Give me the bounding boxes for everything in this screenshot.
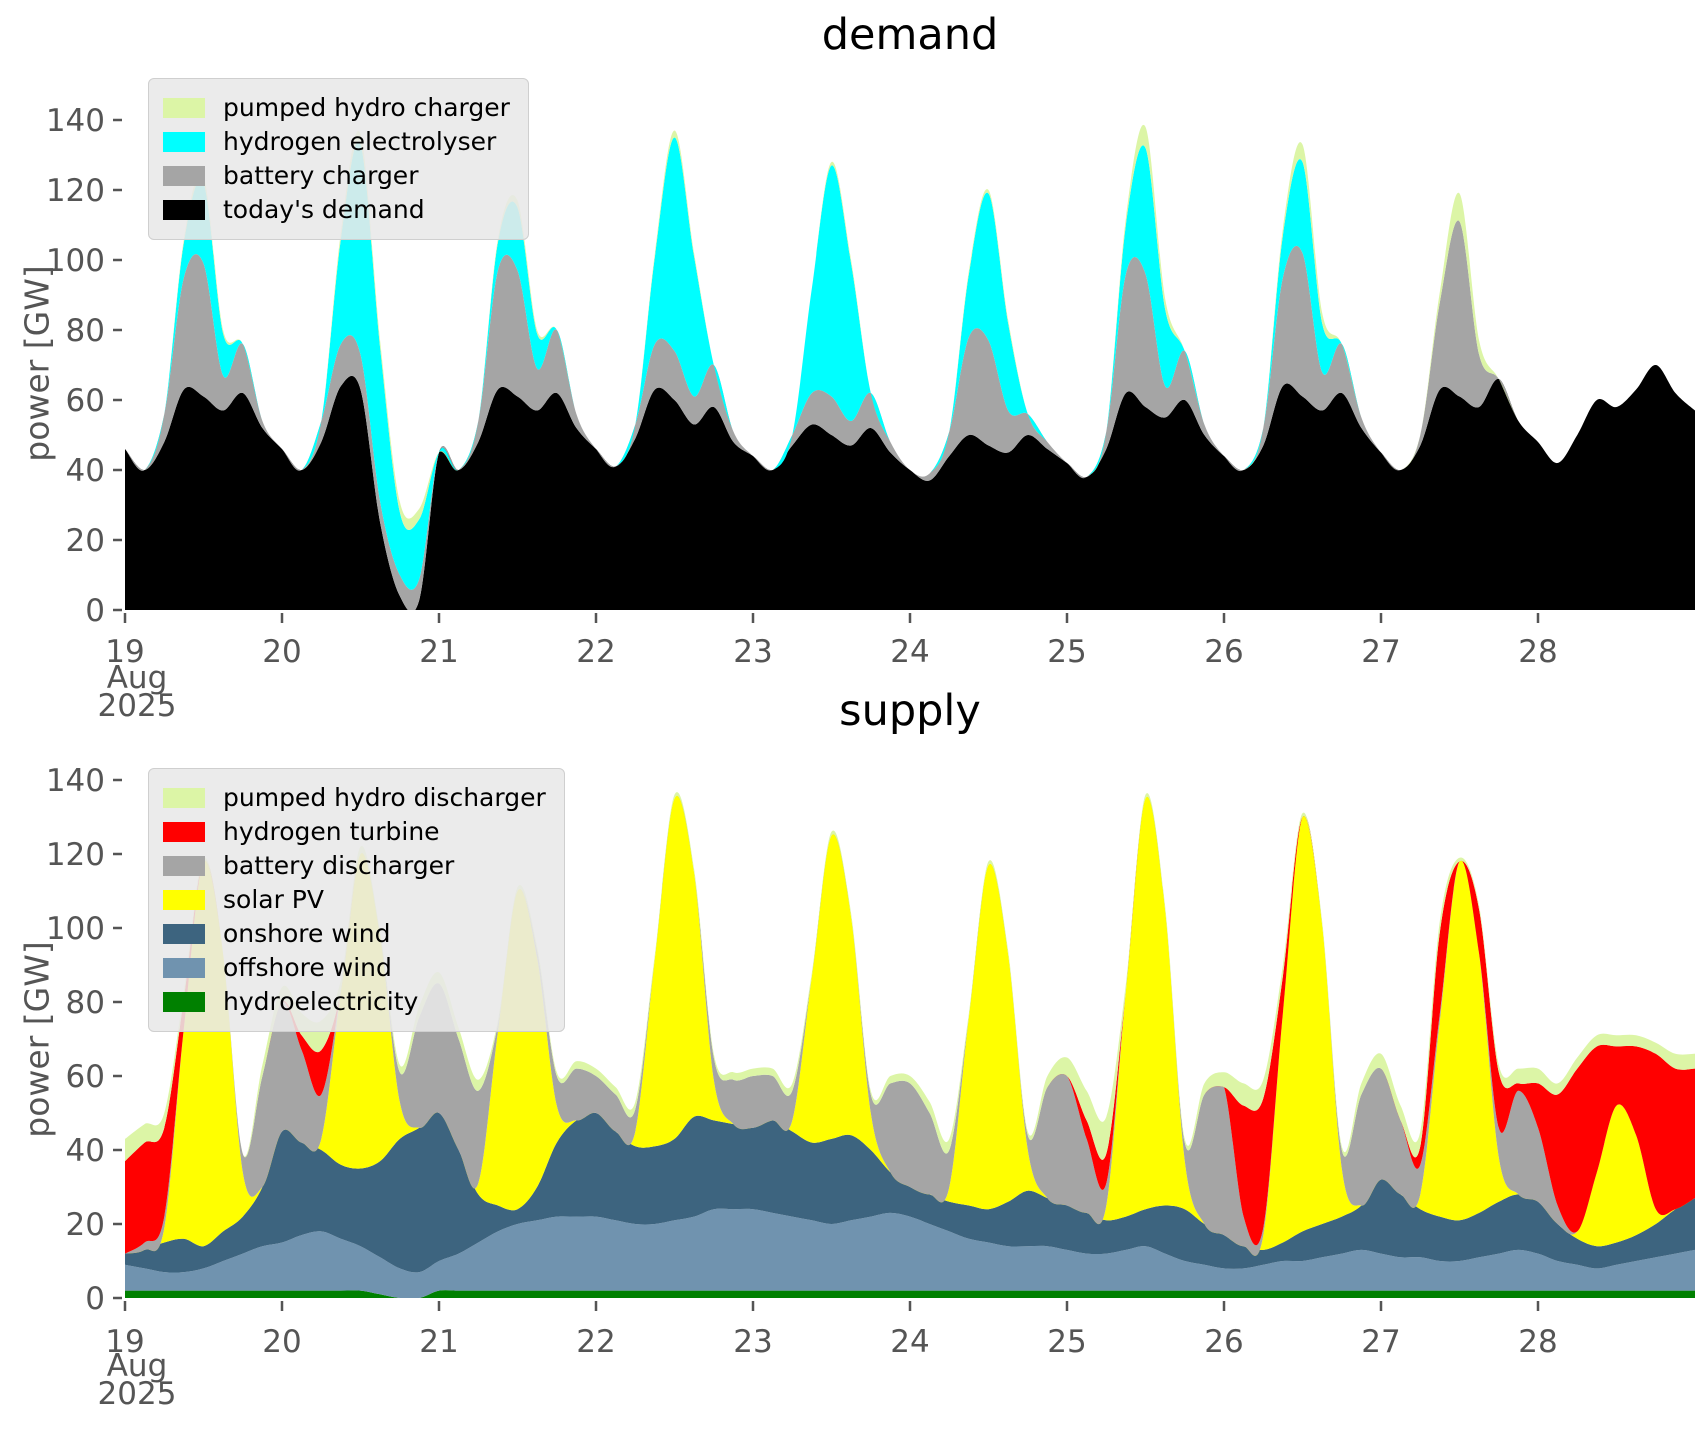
legend-label: hydrogen electrolyser xyxy=(223,125,496,159)
legend-swatch xyxy=(163,788,205,808)
y-tick-label: 120 xyxy=(46,173,105,209)
x-tick-label: 25 xyxy=(1047,1324,1086,1360)
y-tick-label: 20 xyxy=(66,1207,105,1243)
legend-swatch xyxy=(163,166,205,186)
legend-item: hydrogen electrolyser xyxy=(163,125,510,159)
y-tick-label: 60 xyxy=(66,383,105,419)
y-tick-label: 0 xyxy=(85,1281,105,1317)
legend-label: solar PV xyxy=(223,883,324,917)
demand-y-axis-label: power [GW] xyxy=(18,214,57,514)
y-tick-label: 140 xyxy=(46,103,105,139)
x-tick-label: 26 xyxy=(1204,1324,1243,1360)
x-tick-label: 28 xyxy=(1518,634,1557,670)
legend-label: pumped hydro charger xyxy=(223,91,510,125)
x-tick-label: 27 xyxy=(1361,1324,1400,1360)
demand-area-todays-demand xyxy=(125,365,1695,612)
legend-item: solar PV xyxy=(163,883,546,917)
legend-label: onshore wind xyxy=(223,917,390,951)
x-tick-label: 22 xyxy=(576,1324,615,1360)
y-tick-label: 80 xyxy=(66,985,105,1021)
y-tick-label: 40 xyxy=(66,1133,105,1169)
x-tick-label: 23 xyxy=(733,634,772,670)
x-tick-label: 24 xyxy=(890,634,929,670)
legend-item: hydroelectricity xyxy=(163,985,546,1019)
figure: 19202122232425262728Aug20250204060801001… xyxy=(0,0,1706,1431)
legend-item: hydrogen turbine xyxy=(163,815,546,849)
demand-chart-title: demand xyxy=(125,10,1695,60)
legend-label: battery charger xyxy=(223,159,418,193)
x-tick-label: 20 xyxy=(262,634,301,670)
supply-chart-title: supply xyxy=(125,686,1695,736)
x-tick-label: 22 xyxy=(576,634,615,670)
legend-item: onshore wind xyxy=(163,917,546,951)
legend-swatch xyxy=(163,992,205,1012)
x-tick-label: 25 xyxy=(1047,634,1086,670)
legend-label: hydrogen turbine xyxy=(223,815,440,849)
legend-label: today's demand xyxy=(223,193,425,227)
x-tick-label: 27 xyxy=(1361,634,1400,670)
demand-legend: pumped hydro chargerhydrogen electrolyse… xyxy=(148,78,529,240)
x-tick-label: 21 xyxy=(419,1324,458,1360)
supply-legend: pumped hydro dischargerhydrogen turbineb… xyxy=(148,768,565,1032)
legend-label: pumped hydro discharger xyxy=(223,781,546,815)
legend-swatch xyxy=(163,890,205,910)
legend-label: offshore wind xyxy=(223,951,392,985)
legend-item: today's demand xyxy=(163,193,510,227)
legend-swatch xyxy=(163,822,205,842)
supply-y-axis-label: power [GW] xyxy=(18,890,57,1190)
y-tick-label: 140 xyxy=(46,763,105,799)
legend-swatch xyxy=(163,132,205,152)
legend-swatch xyxy=(163,924,205,944)
legend-item: offshore wind xyxy=(163,951,546,985)
x-tick-label: 24 xyxy=(890,1324,929,1360)
y-tick-label: 20 xyxy=(66,523,105,559)
legend-item: battery discharger xyxy=(163,849,546,883)
legend-item: battery charger xyxy=(163,159,510,193)
legend-label: battery discharger xyxy=(223,849,454,883)
supply-area-hydroelectricity xyxy=(125,1290,1695,1299)
legend-swatch xyxy=(163,200,205,220)
legend-item: pumped hydro charger xyxy=(163,91,510,125)
legend-label: hydroelectricity xyxy=(223,985,418,1019)
y-tick-label: 80 xyxy=(66,313,105,349)
legend-item: pumped hydro discharger xyxy=(163,781,546,815)
legend-swatch xyxy=(163,98,205,118)
y-tick-label: 0 xyxy=(85,593,105,629)
x-axis-year-label: 2025 xyxy=(98,1376,177,1412)
x-tick-label: 26 xyxy=(1204,634,1243,670)
y-tick-label: 60 xyxy=(66,1059,105,1095)
legend-swatch xyxy=(163,856,205,876)
y-tick-label: 40 xyxy=(66,453,105,489)
x-tick-label: 23 xyxy=(733,1324,772,1360)
y-tick-label: 120 xyxy=(46,837,105,873)
legend-swatch xyxy=(163,958,205,978)
x-tick-label: 20 xyxy=(262,1324,301,1360)
x-tick-label: 21 xyxy=(419,634,458,670)
x-tick-label: 28 xyxy=(1518,1324,1557,1360)
